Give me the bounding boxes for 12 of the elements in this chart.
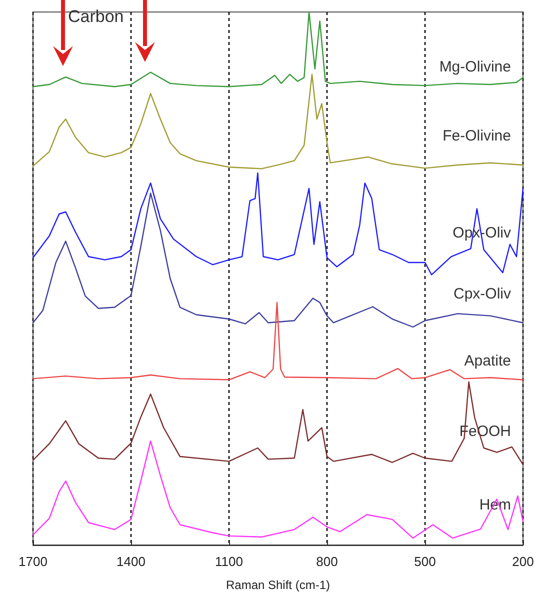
- series-label: Cpx-Oliv: [453, 285, 512, 302]
- series-label: Fe-Olivine: [442, 128, 511, 145]
- x-tick-label: 1700: [18, 554, 48, 569]
- x-axis-title: Raman Shift (cm-1): [226, 578, 330, 592]
- annotation: Carbon: [68, 7, 124, 26]
- x-tick-label: 1400: [116, 554, 146, 569]
- x-tick-label: 1100: [215, 554, 243, 569]
- series-label: Mg-Olivine: [439, 58, 511, 76]
- x-tick-label: 800: [316, 554, 338, 569]
- x-tick-label: 500: [414, 554, 436, 569]
- x-tick-label: 200: [512, 554, 534, 569]
- series-label: Apatite: [464, 352, 511, 370]
